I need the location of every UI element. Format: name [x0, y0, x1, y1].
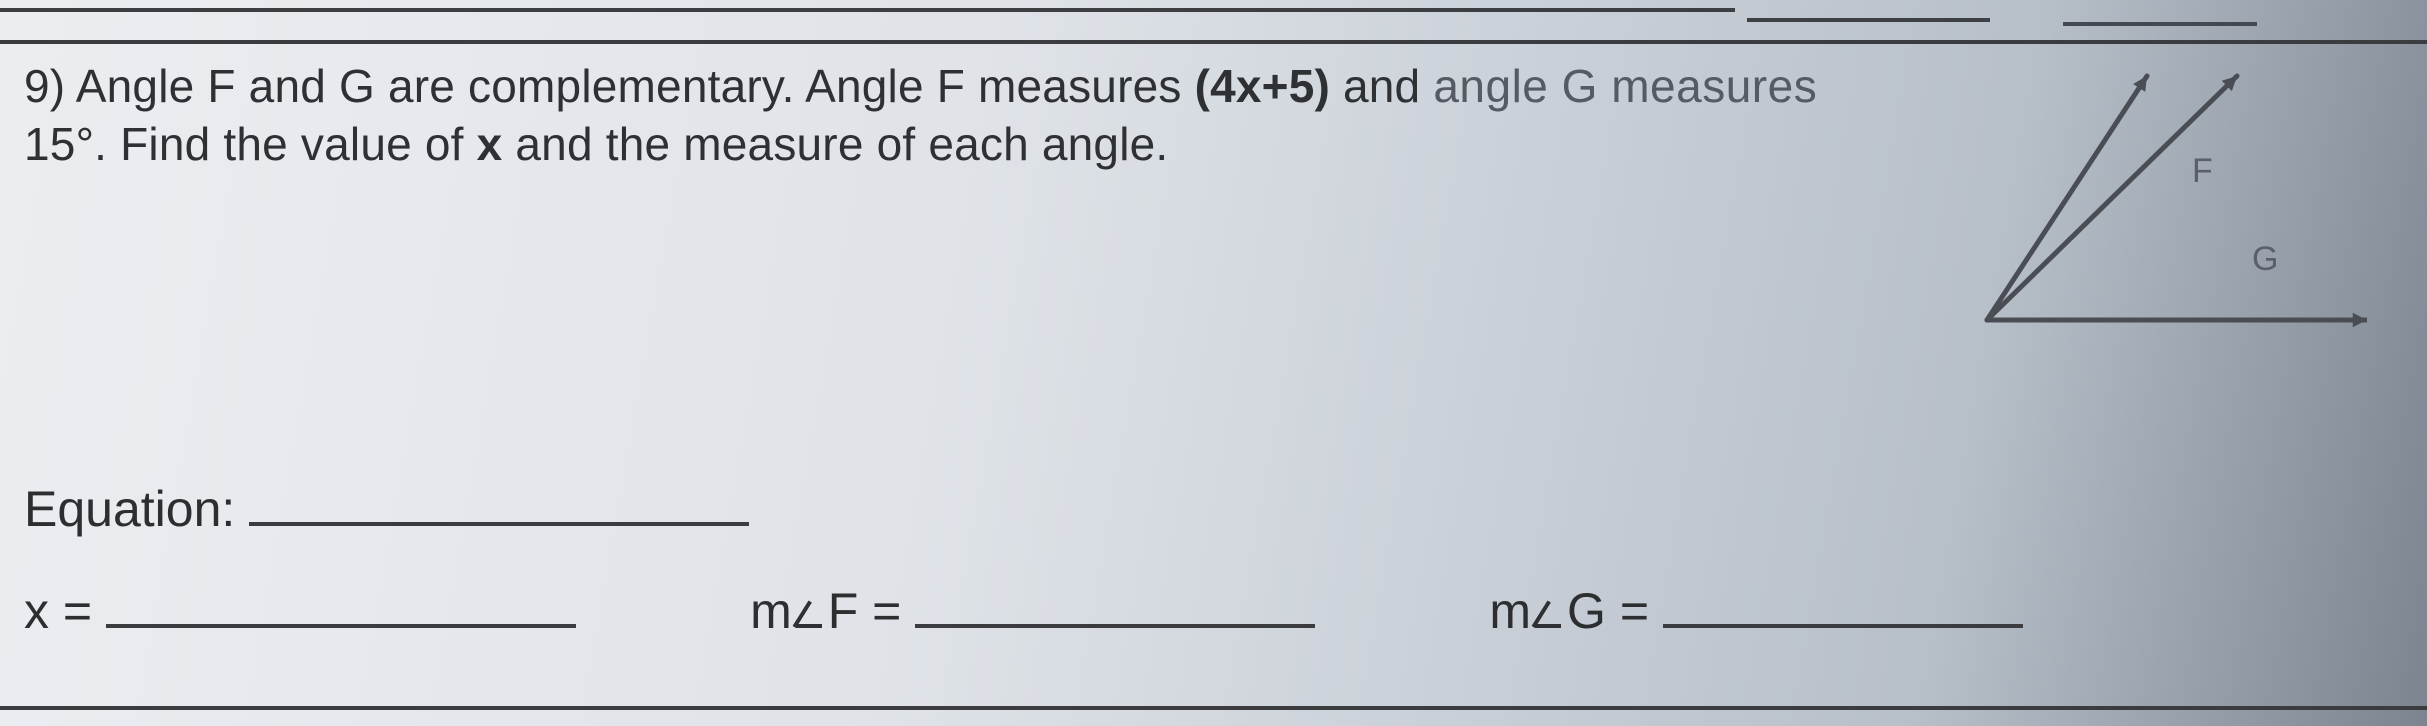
problem-top-rule [0, 40, 2427, 44]
angle-g-answer: m G = [1489, 582, 2037, 640]
angle-f-answer: m F = [750, 582, 1329, 640]
mG-blank [1663, 620, 2023, 628]
answers-row: x = m F = m G = [24, 582, 2397, 640]
mG-prefix: m [1489, 582, 1531, 640]
mG-letter: G = [1567, 582, 1649, 640]
problem-text-2b: and the measure of each angle. [502, 118, 1168, 170]
svg-text:G: G [2252, 240, 2278, 278]
problem-text-1a: Angle F and G are complementary. Angle F… [76, 60, 1195, 112]
mF-prefix: m [750, 582, 792, 640]
header-blank-1 [1747, 18, 1990, 22]
x-blank [106, 620, 576, 628]
header-blank-2 [2063, 22, 2257, 26]
variable-x: x [477, 118, 503, 170]
problem-text-faded: angle G measures [1433, 60, 1817, 112]
equation-label: Equation: [24, 480, 235, 538]
equation-blank [249, 518, 749, 526]
angle-symbol-icon [1535, 600, 1563, 628]
equation-row: Equation: [24, 480, 2397, 538]
problem-text-1b: and [1330, 60, 1433, 112]
mF-letter: F = [828, 582, 902, 640]
answer-area: Equation: x = m F = m G = [24, 480, 2397, 640]
x-answer: x = [24, 582, 590, 640]
problem-number: 9) [24, 60, 65, 112]
angle-symbol-icon [796, 600, 824, 628]
x-label: x = [24, 582, 92, 640]
problem-text-2a: 15°. Find the value of [24, 118, 477, 170]
problem-bottom-rule [0, 706, 2427, 710]
top-partial-rule [0, 0, 1735, 12]
angle-diagram: FG [1947, 70, 2367, 330]
expression-4x5: (4x+5) [1195, 60, 1330, 112]
svg-text:F: F [2192, 152, 2213, 190]
mF-blank [915, 620, 1315, 628]
